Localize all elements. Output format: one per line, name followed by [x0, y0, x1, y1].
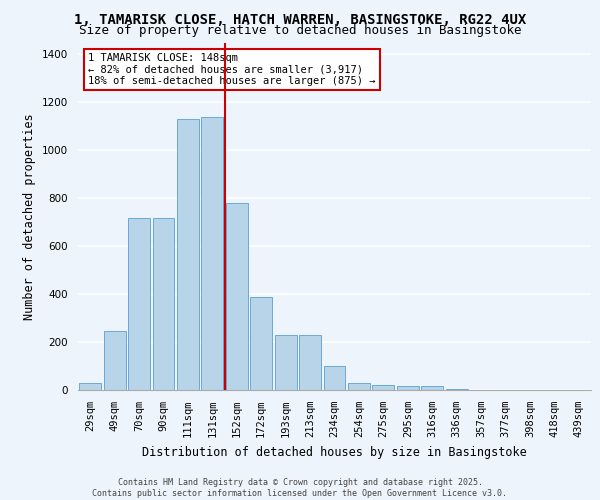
Bar [202, 117, 223, 390]
Bar [397, 386, 419, 390]
Text: Contains HM Land Registry data © Crown copyright and database right 2025.
Contai: Contains HM Land Registry data © Crown c… [92, 478, 508, 498]
Bar [373, 384, 394, 390]
Bar [446, 389, 467, 390]
Bar [152, 218, 175, 390]
Bar [421, 386, 443, 390]
Bar [299, 335, 321, 390]
Text: 1 TAMARISK CLOSE: 148sqm
← 82% of detached houses are smaller (3,917)
18% of sem: 1 TAMARISK CLOSE: 148sqm ← 82% of detach… [88, 53, 376, 86]
Bar [128, 218, 150, 390]
Bar [177, 119, 199, 390]
X-axis label: Distribution of detached houses by size in Basingstoke: Distribution of detached houses by size … [142, 446, 527, 458]
Bar [226, 203, 248, 390]
Bar [348, 383, 370, 390]
Bar [323, 366, 346, 390]
Bar [275, 335, 296, 390]
Y-axis label: Number of detached properties: Number of detached properties [23, 113, 37, 320]
Text: Size of property relative to detached houses in Basingstoke: Size of property relative to detached ho… [79, 24, 521, 37]
Text: 1, TAMARISK CLOSE, HATCH WARREN, BASINGSTOKE, RG22 4UX: 1, TAMARISK CLOSE, HATCH WARREN, BASINGS… [74, 12, 526, 26]
Bar [104, 332, 125, 390]
Bar [79, 383, 101, 390]
Bar [250, 296, 272, 390]
